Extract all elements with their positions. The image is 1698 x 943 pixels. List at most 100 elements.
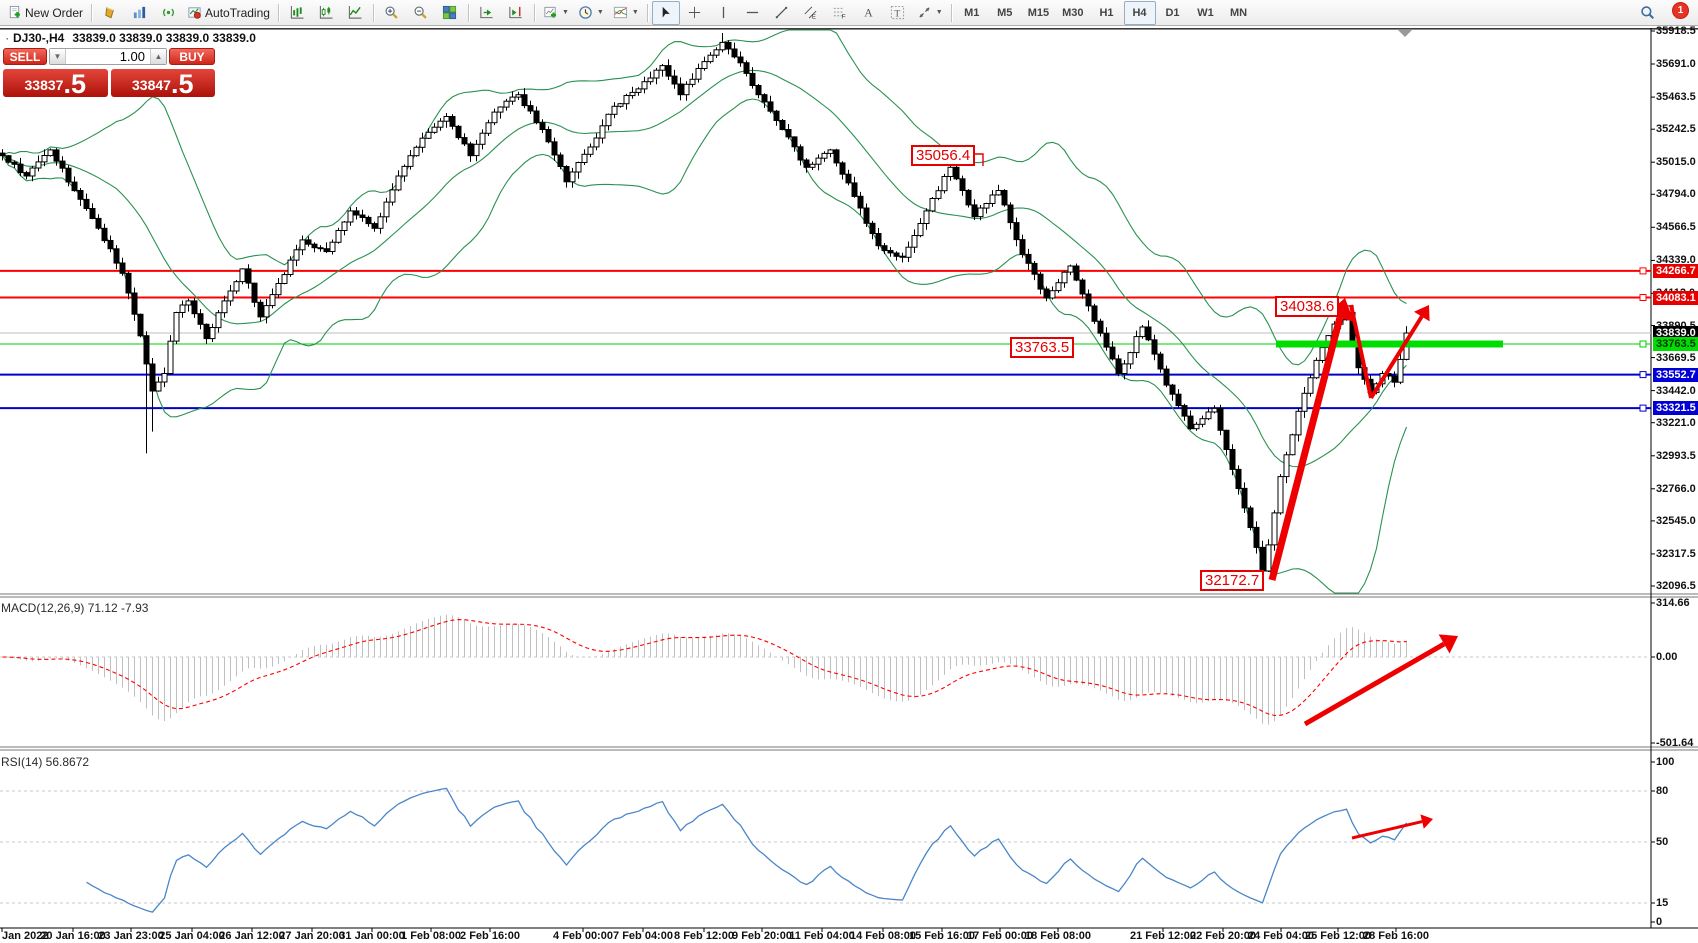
volume-increase-button[interactable]: ▲	[150, 49, 166, 64]
price-line-label: 34083.1	[1653, 290, 1698, 305]
dropdown-caret-icon: ▼	[596, 9, 604, 16]
price-annotation[interactable]: 33763.5	[1010, 337, 1075, 358]
toolbar-separator	[91, 3, 93, 22]
price-tick-label: 32096.5	[1656, 580, 1696, 593]
price-line-label: 33839.0	[1653, 325, 1698, 340]
toolbar-separator	[372, 3, 374, 22]
price-line-label: 33321.5	[1653, 401, 1698, 416]
search-button[interactable]	[1633, 1, 1661, 25]
price-tick-label: 35242.5	[1656, 123, 1696, 136]
autotrading-button-label: AutoTrading	[205, 5, 270, 20]
timeframe-w1[interactable]: W1	[1190, 1, 1222, 25]
chart-title: · DJ30-,H4 33839.0 33839.0 33839.0 33839.0	[6, 31, 256, 45]
vertical-line-button[interactable]	[710, 1, 738, 25]
price-annotation[interactable]: 35056.4	[911, 145, 976, 166]
timeframe-d1[interactable]: D1	[1157, 1, 1189, 25]
line-chart-button[interactable]	[341, 1, 369, 25]
arrows-button[interactable]: ▼	[913, 1, 947, 25]
time-axis-label: 22 Feb 20:00	[1189, 930, 1257, 942]
fibo-icon: F	[832, 5, 847, 20]
timeframe-m5[interactable]: M5	[989, 1, 1021, 25]
time-axis-label: 4 Feb 00:00	[553, 930, 613, 942]
one-click-trading-panel: SELL ▼ 1.00 ▲ BUY 33837.5 33847.5	[3, 48, 215, 98]
fibonacci-button[interactable]: F	[826, 1, 854, 25]
new-chart-button[interactable]: ▼	[539, 1, 573, 25]
rsi-tick-label: 15	[1656, 897, 1669, 909]
trendline-button[interactable]	[768, 1, 796, 25]
timeframe-mn[interactable]: MN	[1223, 1, 1255, 25]
timeframe-h1[interactable]: H1	[1091, 1, 1123, 25]
zoom-in-button[interactable]	[378, 1, 406, 25]
time-axis-label: 31 Jan 00:00	[339, 930, 405, 942]
candle-chart-button[interactable]	[312, 1, 340, 25]
volume-spinner: ▼ 1.00 ▲	[49, 48, 167, 65]
cursor-button[interactable]	[651, 0, 680, 25]
profiles-icon	[578, 5, 593, 20]
volume-input[interactable]: 1.00	[119, 49, 145, 64]
autotrading-icon	[187, 5, 202, 20]
chart-shift-button[interactable]	[502, 1, 530, 25]
timeframe-m30[interactable]: M30	[1056, 1, 1089, 25]
market-depth-button[interactable]	[125, 1, 153, 25]
auto-scroll-button[interactable]	[473, 1, 501, 25]
price-line-label: 33552.7	[1653, 367, 1698, 382]
text-button[interactable]: A	[855, 1, 883, 25]
auto-scroll-icon	[479, 5, 494, 20]
crosshair-button[interactable]	[681, 1, 709, 25]
cursor-icon	[658, 5, 673, 20]
rsi-tick-label: 80	[1656, 785, 1669, 797]
buy-button[interactable]: BUY	[169, 48, 215, 65]
volume-decrease-button[interactable]: ▼	[50, 49, 66, 64]
macd-tick-label: 314.66	[1656, 597, 1690, 609]
time-axis-label: 24 Feb 04:00	[1247, 930, 1315, 942]
equidistant-channel-button[interactable]: E	[797, 1, 825, 25]
sell-button[interactable]: SELL	[3, 48, 47, 65]
chart-shift-icon	[508, 5, 523, 20]
notification-badge: 1	[1672, 1, 1689, 19]
price-tick-label: 32766.0	[1656, 482, 1696, 495]
dropdown-caret-icon: ▼	[935, 9, 943, 16]
macd-indicator-label: MACD(12,26,9) 71.12 -7.93	[1, 601, 149, 615]
chart-title-bullet: ·	[6, 34, 9, 44]
new-chart-icon	[543, 5, 558, 20]
time-axis-label: 14 Feb 08:00	[849, 930, 917, 942]
buy-price-button[interactable]: 33847.5	[110, 69, 215, 98]
price-tick-label: 35463.5	[1656, 91, 1696, 104]
price-tick-label: 32993.5	[1656, 449, 1696, 462]
timeframe-m1[interactable]: M1	[956, 1, 988, 25]
price-annotation[interactable]: 32172.7	[1200, 570, 1265, 591]
zoom-out-button[interactable]	[407, 1, 435, 25]
rsi-indicator-label: RSI(14) 56.8672	[1, 755, 90, 769]
time-axis-label: 8 Feb 12:00	[674, 930, 734, 942]
timeframe-h4[interactable]: H4	[1123, 0, 1156, 25]
price-tick-label: 35015.0	[1656, 156, 1696, 169]
sell-price-button[interactable]: 33837.5	[3, 69, 108, 98]
svg-text:E: E	[812, 14, 816, 20]
text-label-button[interactable]: T	[884, 1, 912, 25]
bar-chart-icon	[289, 5, 304, 20]
time-axis-label: 2 Feb 16:00	[460, 930, 520, 942]
arrows-icon	[917, 5, 932, 20]
toolbar-separator	[950, 3, 952, 22]
signals-button[interactable]	[154, 1, 182, 25]
new-order-button[interactable]: New Order	[3, 1, 87, 25]
horizontal-line-button[interactable]	[739, 1, 767, 25]
price-tick-label: 33442.0	[1656, 384, 1696, 397]
bar-chart-button[interactable]	[283, 1, 311, 25]
indicators-button[interactable]: ▼	[609, 1, 643, 25]
channel-icon: E	[803, 5, 818, 20]
time-axis-label: 9 Feb 20:00	[732, 930, 792, 942]
price-tick-label: 33669.5	[1656, 351, 1696, 364]
buy-price-main: 33847	[132, 77, 171, 93]
price-annotation[interactable]: 34038.6	[1275, 296, 1340, 317]
timeframe-h4-label: H4	[1132, 6, 1147, 19]
time-axis-label: 23 Jan 23:00	[98, 930, 164, 942]
styler-button[interactable]	[96, 1, 124, 25]
tile-windows-button[interactable]	[436, 1, 464, 25]
timeframe-m15[interactable]: M15	[1022, 1, 1055, 25]
autotrading-button[interactable]: AutoTrading	[183, 1, 274, 25]
toolbar: New Order AutoTrading ▼ ▼ ▼ E F A T ▼ M1 M5 M15 M30 H1…	[0, 0, 1698, 26]
macd-tick-label: -501.64	[1656, 737, 1694, 749]
profiles-button[interactable]: ▼	[574, 1, 608, 25]
